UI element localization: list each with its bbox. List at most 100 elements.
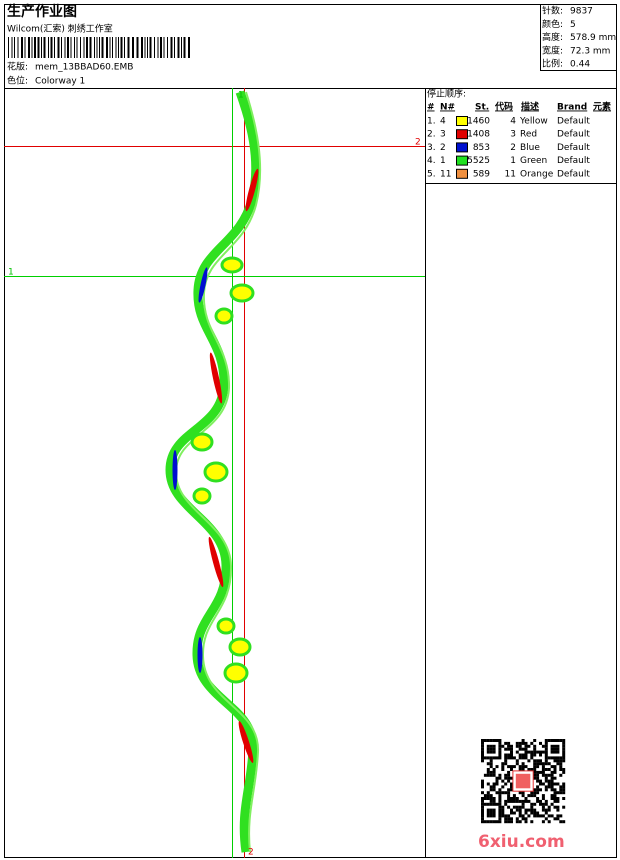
qr-module [562,805,566,809]
qr-module [510,782,513,786]
qr-module [489,814,493,818]
vine [165,90,261,853]
qr-module [518,799,522,803]
qr-module [553,794,557,798]
barcode-bar [57,37,60,58]
qr-module [541,808,545,812]
qr-module [524,817,528,821]
qr-module [492,808,496,812]
qr-module [547,768,551,771]
needle: 2 [440,143,446,153]
barcode-bar [89,37,92,58]
info-label: 宽度: [542,44,563,56]
qr-logo [515,773,531,789]
qr-module [556,799,560,803]
qr-module [486,770,490,774]
qr-module [486,808,490,812]
qr-module [524,765,528,769]
qr-module [518,814,522,818]
qr-module [539,814,542,818]
qr-module [530,794,534,798]
qr-module [504,802,508,806]
barcode-bar [157,37,159,58]
qr-module [562,791,566,795]
qr-module [530,753,534,757]
qr-module [512,756,516,760]
qr-module [507,817,511,821]
qr-module [544,744,548,748]
qr-module [489,785,493,789]
info-value: 9837 [570,7,593,17]
qr-module [518,791,522,795]
qr-module [495,802,499,806]
qr-module [481,820,484,824]
qr-module [498,756,502,760]
barcode-bar [144,37,146,58]
qr-module [530,811,534,815]
qr-module [550,750,554,754]
qr-module [544,773,548,777]
qr-module [556,759,560,763]
qr-module [510,797,513,800]
qr-module [489,762,493,766]
qr-module [559,739,563,742]
qr-module [541,820,545,824]
qr-module [544,779,548,783]
stitches: 1460 [467,117,490,127]
red-leaf [208,536,224,588]
qr-module [512,799,516,803]
qr-module [533,794,537,798]
qr-module [553,756,557,760]
qr-module [539,782,542,786]
qr-module [550,744,554,748]
qr-module [498,820,502,824]
qr-module [507,794,511,798]
qr-module [562,750,566,754]
barcode-bar [21,37,23,58]
info-value: 5 [570,20,576,30]
qr-module [547,808,551,812]
barcode-bar [174,37,175,58]
barcode-bar [170,37,173,58]
guide-label: 1 [238,91,244,101]
qr-module [489,788,493,792]
barcode-bar [147,37,148,58]
qr-module [527,768,531,771]
qr-module [515,799,519,803]
qr-module [492,744,496,748]
qr-module [512,811,516,815]
qr-module [553,817,557,821]
qr-module [562,788,566,792]
qr-module [492,782,496,786]
qr-module [562,747,566,751]
qr-module [486,814,490,818]
qr-module [504,759,508,763]
qr-module [536,759,540,763]
color-swatch [456,142,468,153]
page-border [4,4,617,858]
qr-module [536,773,540,777]
info-label: 针数: [542,5,563,17]
qr-module [486,811,490,815]
barcode-bar [50,37,53,58]
qr-module [547,756,551,760]
qr-module [498,797,502,800]
qr-module [544,750,548,754]
barcode-bar [14,37,15,58]
qr-module [486,739,490,742]
qr-module [481,808,484,812]
qr-module [556,739,560,742]
barcode-bar [80,37,81,58]
qr-module [481,779,484,783]
qr-module [536,770,540,774]
qr-module [562,768,566,771]
qr-module [553,799,557,803]
info-label: 比例: [542,58,563,70]
qr-module [501,805,505,809]
barcode-bar [183,37,186,58]
qr-module [481,817,484,821]
qr-module [510,747,513,751]
qr-module [550,794,554,798]
qr-module [507,770,511,774]
qr-module [533,747,537,751]
